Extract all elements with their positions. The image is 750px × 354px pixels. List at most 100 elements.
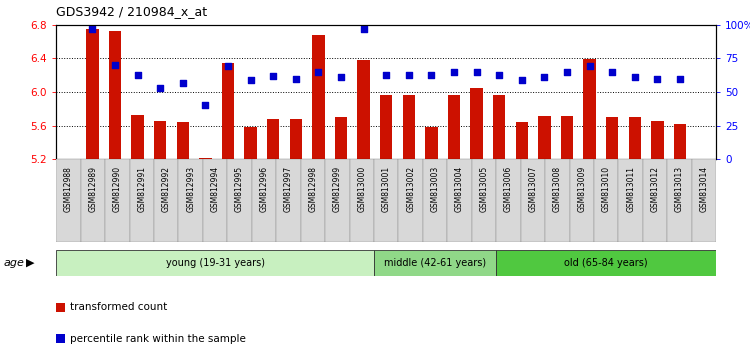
Point (494, 72, 506, 78)
Bar (561, 116, 573, 159)
Bar (398, 159, 423, 242)
Text: GDS3942 / 210984_x_at: GDS3942 / 210984_x_at (56, 5, 207, 18)
Point (584, 64, 596, 69)
Point (448, 69, 460, 75)
Point (86, 26, 98, 32)
Point (290, 76, 302, 81)
Bar (81, 159, 105, 242)
Point (403, 72, 415, 78)
Text: middle (42-61 years): middle (42-61 years) (384, 258, 486, 268)
Bar (56, 159, 81, 242)
Bar (668, 159, 692, 242)
Point (516, 77, 528, 83)
Bar (496, 250, 716, 276)
Bar (423, 159, 447, 242)
Bar (584, 59, 596, 159)
Text: GSM813009: GSM813009 (578, 166, 586, 212)
Point (471, 69, 483, 75)
Text: GSM813008: GSM813008 (553, 166, 562, 212)
Text: GSM813000: GSM813000 (357, 166, 366, 212)
Point (200, 103, 211, 108)
Text: GSM812993: GSM812993 (186, 166, 195, 212)
Bar (493, 95, 506, 159)
Bar (643, 159, 668, 242)
Point (177, 80, 189, 85)
Bar (520, 159, 545, 242)
Point (561, 69, 573, 75)
Text: GSM812990: GSM812990 (112, 166, 122, 212)
Point (425, 72, 437, 78)
Bar (203, 159, 227, 242)
Point (652, 76, 664, 81)
Text: GSM812989: GSM812989 (88, 166, 98, 212)
Bar (606, 117, 619, 159)
Bar (403, 95, 415, 159)
Text: old (65-84 years): old (65-84 years) (565, 258, 648, 268)
Bar (374, 159, 398, 242)
Bar (496, 159, 520, 242)
Text: GSM813003: GSM813003 (430, 166, 439, 212)
Text: GSM813011: GSM813011 (626, 166, 635, 212)
Bar (358, 60, 370, 159)
Point (222, 64, 234, 69)
Text: GSM813014: GSM813014 (700, 166, 709, 212)
Text: GSM812997: GSM812997 (284, 166, 293, 212)
Point (606, 69, 618, 75)
Point (267, 73, 279, 79)
Point (109, 62, 121, 68)
Point (244, 77, 256, 83)
Text: young (19-31 years): young (19-31 years) (166, 258, 265, 268)
Point (313, 69, 325, 75)
Text: GSM812988: GSM812988 (64, 166, 73, 212)
Bar (619, 159, 643, 242)
Bar (131, 115, 144, 159)
Bar (244, 127, 256, 159)
Bar (380, 95, 392, 159)
Bar (290, 119, 302, 159)
Bar (545, 159, 569, 242)
Point (538, 74, 550, 80)
Text: GSM813013: GSM813013 (675, 166, 684, 212)
Point (674, 76, 686, 81)
Point (154, 85, 166, 91)
Bar (222, 63, 234, 159)
Bar (177, 122, 189, 159)
Bar (301, 159, 326, 242)
Text: GSM812996: GSM812996 (260, 166, 268, 212)
Text: transformed count: transformed count (70, 302, 167, 312)
Bar (448, 95, 460, 159)
Bar (674, 124, 686, 159)
Bar (470, 88, 483, 159)
Bar (516, 122, 528, 159)
Text: GSM812991: GSM812991 (137, 166, 146, 212)
Bar (109, 31, 122, 159)
Text: GSM812994: GSM812994 (211, 166, 220, 212)
Bar (86, 29, 99, 159)
Bar (472, 159, 496, 242)
Bar (56, 250, 374, 276)
Bar (594, 159, 619, 242)
Text: GSM813005: GSM813005 (479, 166, 488, 212)
Bar (227, 159, 252, 242)
Point (132, 72, 144, 78)
Bar (105, 159, 130, 242)
Bar (130, 159, 154, 242)
Text: percentile rank within the sample: percentile rank within the sample (70, 334, 246, 344)
Bar (154, 159, 178, 242)
Text: GSM813004: GSM813004 (455, 166, 464, 212)
Bar (267, 119, 280, 159)
Bar (628, 117, 641, 159)
Bar (651, 121, 664, 159)
Bar (200, 158, 211, 159)
Point (358, 26, 370, 32)
Text: GSM813010: GSM813010 (602, 166, 610, 212)
Bar (692, 159, 716, 242)
Text: age: age (4, 258, 25, 268)
Bar (538, 116, 550, 159)
Text: GSM813006: GSM813006 (504, 166, 513, 212)
Text: GSM813012: GSM813012 (651, 166, 660, 212)
Text: GSM812999: GSM812999 (333, 166, 342, 212)
Bar (374, 250, 496, 276)
Text: GSM812998: GSM812998 (308, 166, 317, 212)
Point (628, 74, 640, 80)
